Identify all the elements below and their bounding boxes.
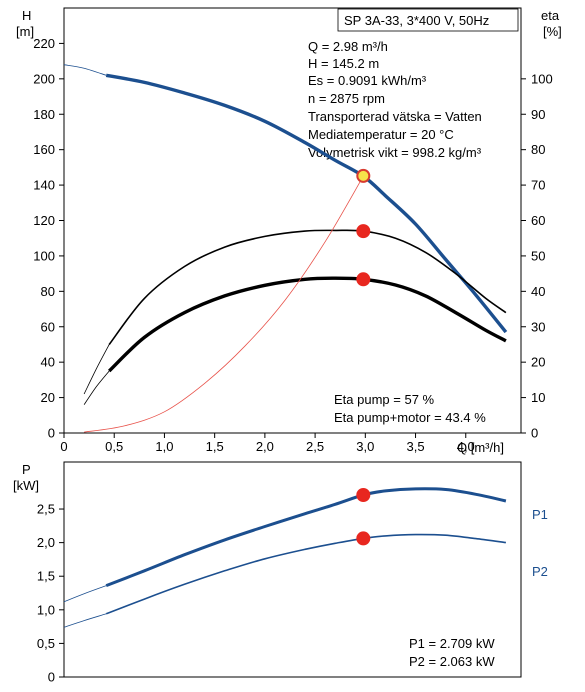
x-tick-label: 1,5 [206, 439, 224, 454]
p-tick-label: 0,5 [37, 636, 55, 651]
eta-axis-label: eta [541, 8, 560, 23]
p2-series-label: P2 [532, 564, 548, 579]
p-tick-label: 2,0 [37, 535, 55, 550]
info-eta-pump: Eta pump = 57 % [334, 392, 435, 407]
chart-title: SP 3A-33, 3*400 V, 50Hz [344, 13, 489, 28]
performance-plot-area [63, 7, 522, 434]
chart-title-box [337, 8, 519, 32]
duty-info-block: Q = 2.98 m³/h H = 145.2 m Es = 0.9091 kW… [308, 39, 482, 160]
h-tick-label: 180 [33, 107, 55, 122]
info-p2: P2 = 2.063 kW [409, 654, 495, 669]
eta-tick-label: 70 [531, 178, 545, 193]
eta-tick-label: 10 [531, 390, 545, 405]
p-tick-label: 2,5 [37, 502, 55, 517]
power-plot-area [63, 461, 522, 678]
h-tick-label: 20 [41, 390, 55, 405]
eta-tick-label: 100 [531, 71, 553, 86]
eta-pump-ext-curve [83, 344, 110, 395]
p-tick-label: 1,5 [37, 569, 55, 584]
h-tick-label: 160 [33, 142, 55, 157]
x-tick-label: 3,5 [406, 439, 424, 454]
eta-tick-label: 30 [531, 319, 545, 334]
curves [63, 64, 508, 628]
info-eta-pump-motor: Eta pump+motor = 43.4 % [334, 410, 486, 425]
eta-pump-motor-point [356, 272, 371, 287]
eta-info-block: Eta pump = 57 % Eta pump+motor = 43.4 % [334, 392, 486, 425]
eta-pump-motor-curve [108, 276, 507, 373]
P1-ext-curve [63, 585, 107, 603]
info-flow: Q = 2.98 m³/h [308, 39, 388, 54]
x-tick-label: 3,0 [356, 439, 374, 454]
h-tick-label: 100 [33, 248, 55, 263]
duty-point [356, 168, 371, 183]
P2-ext-curve [63, 613, 107, 628]
info-density: Volymetrisk vikt = 998.2 kg/m³ [308, 145, 482, 160]
info-head: H = 145.2 m [308, 56, 379, 71]
h-tick-label: 40 [41, 355, 55, 370]
eta-tick-label: 80 [531, 142, 545, 157]
eta-axis-unit: [%] [543, 24, 562, 39]
h-tick-label: 60 [41, 319, 55, 334]
h-tick-label: 80 [41, 284, 55, 299]
power-info-block: P1 = 2.709 kW P2 = 2.063 kW [409, 636, 495, 669]
x-tick-label: 0,5 [105, 439, 123, 454]
h-axis-label: H [22, 8, 31, 23]
p-tick-label: 0 [48, 670, 55, 685]
x-tick-label: 0 [60, 439, 67, 454]
p-tick-label: 1,0 [37, 602, 55, 617]
eta-pump-curve [108, 229, 507, 345]
info-energy: Es = 0.9091 kWh/m³ [308, 73, 427, 88]
eta-tick-label: 60 [531, 213, 545, 228]
eta-pump-motor-ext-curve [83, 370, 110, 405]
h-tick-label: 200 [33, 71, 55, 86]
h-tick-label: 0 [48, 426, 55, 441]
info-p1: P1 = 2.709 kW [409, 636, 495, 651]
eta-tick-label: 40 [531, 284, 545, 299]
p1-point [356, 487, 371, 502]
h-tick-label: 220 [33, 36, 55, 51]
eta-pump-point [356, 224, 371, 239]
info-liquid: Transporterad vätska = Vatten [308, 109, 482, 124]
H-extension-curve [63, 64, 107, 76]
p1-series-label: P1 [532, 507, 548, 522]
operating-points [356, 168, 371, 546]
info-temperature: Mediatemperatur = 20 °C [308, 127, 454, 142]
system-curve-curve [84, 175, 364, 433]
eta-tick-label: 0 [531, 426, 538, 441]
h-tick-label: 120 [33, 213, 55, 228]
eta-tick-label: 90 [531, 107, 545, 122]
x-tick-label: 1,0 [155, 439, 173, 454]
info-speed: n = 2875 rpm [308, 91, 385, 106]
P2-curve [105, 533, 506, 615]
x-tick-label: 2,5 [306, 439, 324, 454]
p2-point [356, 531, 371, 546]
h-tick-label: 140 [33, 178, 55, 193]
q-axis-label: Q [m³/h] [457, 440, 504, 455]
x-tick-label: 4,0 [457, 439, 475, 454]
axis-ticks: 0 0,5 1,0 1,5 2,0 2,5 3,0 3,5 4,0020406080100120… [33, 36, 552, 685]
p-axis-label: P [22, 462, 31, 477]
h-axis-unit: [m] [16, 24, 34, 39]
eta-tick-label: 50 [531, 248, 545, 263]
P1-curve [105, 487, 507, 588]
p-axis-unit: [kW] [13, 478, 39, 493]
x-tick-label: 2,0 [256, 439, 274, 454]
H-curve [105, 73, 508, 334]
eta-tick-label: 20 [531, 355, 545, 370]
